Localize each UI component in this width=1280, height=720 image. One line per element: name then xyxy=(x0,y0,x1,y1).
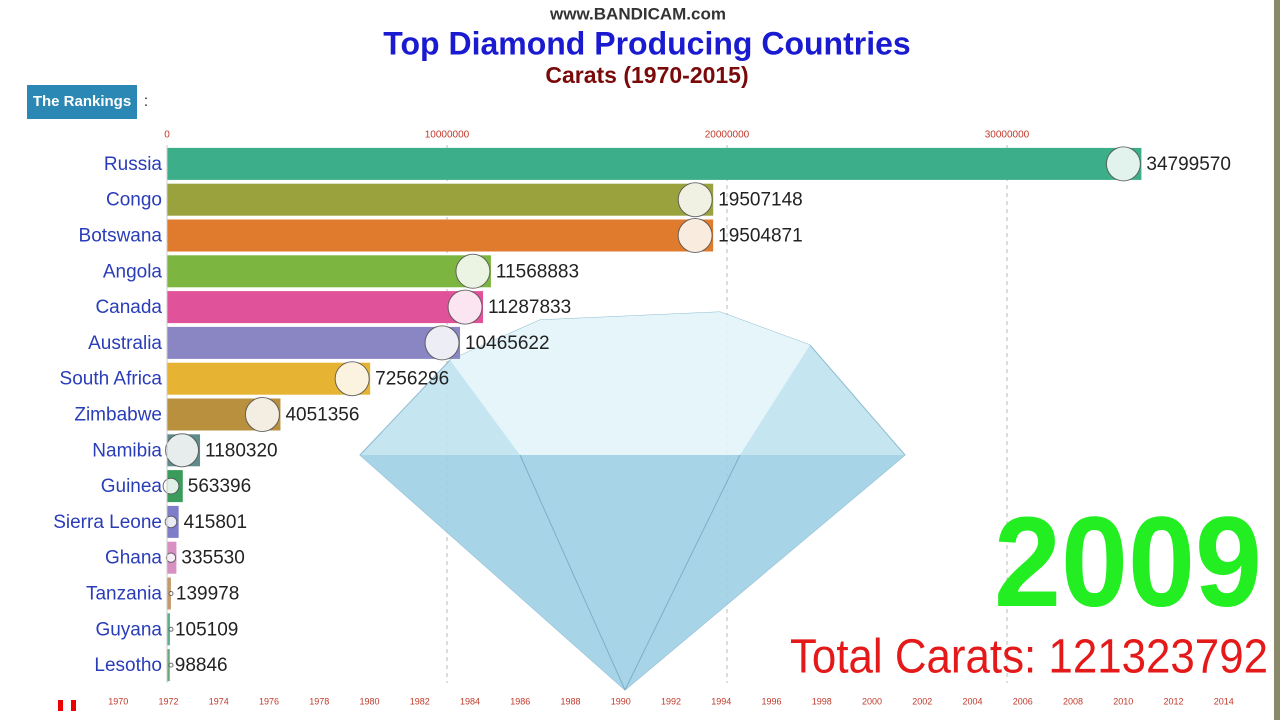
category-label: South Africa xyxy=(60,369,163,390)
timeline-tick-label: 2002 xyxy=(912,696,932,706)
timeline-tick-label: 1986 xyxy=(510,696,530,706)
diamond-crown xyxy=(450,312,810,455)
category-label: Guyana xyxy=(95,619,162,640)
total-label: Total Carats: 121323792 xyxy=(790,631,1268,684)
x-tick-label: 30000000 xyxy=(985,130,1030,141)
value-label: 415801 xyxy=(184,512,247,533)
flag xyxy=(455,253,491,289)
timeline-tick-label: 1976 xyxy=(259,696,279,706)
flag xyxy=(168,662,174,668)
diamond-pavilion xyxy=(360,455,905,690)
category-label: Congo xyxy=(106,190,162,211)
timeline-tick-label: 1984 xyxy=(460,696,480,706)
value-label: 19504871 xyxy=(718,226,803,247)
year-label: 2009 xyxy=(994,491,1262,634)
bar xyxy=(167,291,484,324)
category-label: Botswana xyxy=(79,226,163,247)
bar xyxy=(167,649,170,682)
timeline-tick-label: 2000 xyxy=(862,696,882,706)
flag xyxy=(677,218,713,253)
bar xyxy=(167,613,170,646)
value-label: 1180320 xyxy=(205,440,278,461)
flag xyxy=(165,552,177,563)
flag xyxy=(244,397,280,432)
category-label: Zimbabwe xyxy=(74,405,162,426)
bar xyxy=(167,326,461,359)
timeline-tick-label: 2006 xyxy=(1013,696,1033,706)
bar xyxy=(167,183,714,216)
value-label: 11287833 xyxy=(488,297,571,318)
timeline-tick-label: 2014 xyxy=(1214,696,1234,706)
category-label: Lesotho xyxy=(94,655,162,676)
category-label: Angola xyxy=(103,261,163,282)
timeline-tick-label: 2012 xyxy=(1163,696,1183,706)
timeline-tick-label: 1980 xyxy=(359,696,379,706)
timeline-tick-label: 1992 xyxy=(661,696,681,706)
watermark: www.BANDICAM.com xyxy=(549,4,726,23)
value-label: 335530 xyxy=(181,548,244,569)
category-label: Namibia xyxy=(92,440,162,461)
flag xyxy=(424,325,460,361)
timeline-tick-label: 1996 xyxy=(761,696,781,706)
rankings-button[interactable] xyxy=(27,85,137,119)
flag xyxy=(168,591,174,596)
category-label: Canada xyxy=(95,297,162,318)
chart-subtitle: Carats (1970-2015) xyxy=(545,62,748,88)
value-label: 19507148 xyxy=(718,190,803,211)
edge-strip xyxy=(1274,0,1280,720)
category-label: Guinea xyxy=(101,476,163,497)
category-label: Tanzania xyxy=(86,584,162,605)
timeline-tick-label: 2004 xyxy=(962,696,982,706)
pause-icon[interactable] xyxy=(58,700,63,711)
value-label: 7256296 xyxy=(375,369,449,390)
value-label: 139978 xyxy=(176,584,239,605)
flag xyxy=(165,433,200,468)
rankings-label[interactable]: The Rankings xyxy=(33,93,131,110)
rankings-colon: : xyxy=(144,93,148,110)
diamond xyxy=(359,311,906,691)
flag xyxy=(677,182,713,218)
flag xyxy=(162,477,180,495)
timeline-tick-label: 1974 xyxy=(209,696,229,706)
category-label: Sierra Leone xyxy=(53,512,162,533)
flag xyxy=(334,361,370,397)
value-label: 4051356 xyxy=(285,405,359,426)
flag xyxy=(1105,146,1141,182)
bar xyxy=(167,147,1142,180)
timeline-tick-label: 1998 xyxy=(812,696,832,706)
flag xyxy=(168,626,174,632)
value-label: 10465622 xyxy=(465,333,550,354)
value-label: 563396 xyxy=(188,476,251,497)
timeline-tick-label: 1988 xyxy=(560,696,580,706)
timeline-tick-label: 1972 xyxy=(158,696,178,706)
flag xyxy=(447,289,483,325)
x-tick-label: 10000000 xyxy=(425,130,470,141)
pause-icon[interactable] xyxy=(71,700,76,711)
timeline-tick-label: 1970 xyxy=(108,696,128,706)
value-label: 11568883 xyxy=(496,261,579,282)
category-label: Russia xyxy=(104,154,163,175)
timeline-tick-label: 1994 xyxy=(711,696,731,706)
timeline-tick-label: 1978 xyxy=(309,696,329,706)
timeline-tick-label: 2008 xyxy=(1063,696,1083,706)
x-tick-label: 20000000 xyxy=(705,130,750,141)
flag xyxy=(164,515,178,529)
diamond-facet xyxy=(519,454,626,691)
chart-title: Top Diamond Producing Countries xyxy=(383,25,910,61)
category-label: Australia xyxy=(88,333,162,354)
category-label: Ghana xyxy=(105,548,162,569)
timeline-tick-label: 1982 xyxy=(410,696,430,706)
value-label: 98846 xyxy=(175,655,228,676)
bar xyxy=(167,219,714,252)
x-tick-label: 0 xyxy=(164,130,170,141)
bar xyxy=(167,255,491,288)
timeline-tick-label: 2010 xyxy=(1113,696,1133,706)
value-label: 105109 xyxy=(175,619,238,640)
timeline-tick-label: 1990 xyxy=(611,696,631,706)
value-label: 34799570 xyxy=(1146,154,1231,175)
diamond-facet xyxy=(624,454,741,691)
